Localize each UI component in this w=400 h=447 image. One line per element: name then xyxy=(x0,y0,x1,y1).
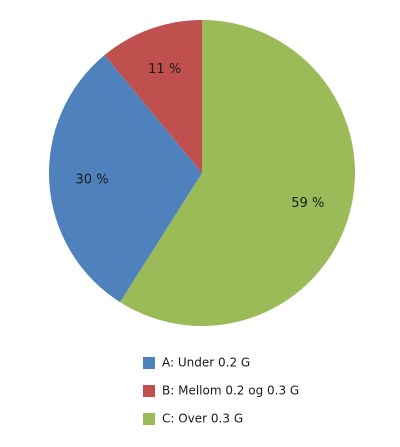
data-label: 11 % xyxy=(148,62,181,77)
data-label: 59 % xyxy=(291,196,324,211)
data-label: 30 % xyxy=(76,172,109,187)
legend-swatch xyxy=(143,385,155,397)
legend-label: C: Over 0.3 G xyxy=(162,412,243,426)
legend-swatch xyxy=(143,413,155,425)
pie-slice xyxy=(120,20,356,326)
legend-label: A: Under 0.2 G xyxy=(162,356,250,370)
legend-swatch xyxy=(143,357,155,369)
pie-slice xyxy=(48,55,202,303)
pie-slice xyxy=(104,20,202,173)
legend-label: B: Mellom 0.2 og 0.3 G xyxy=(162,384,299,398)
